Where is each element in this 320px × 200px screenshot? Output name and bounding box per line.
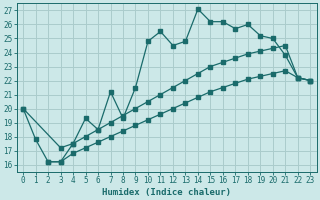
X-axis label: Humidex (Indice chaleur): Humidex (Indice chaleur): [102, 188, 231, 197]
